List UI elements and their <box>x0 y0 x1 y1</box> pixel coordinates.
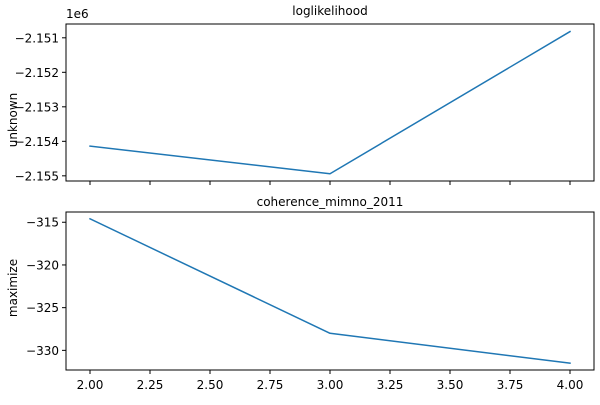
x-tick-label: 2.00 <box>77 378 104 392</box>
y-offset-label: 1e6 <box>66 7 89 21</box>
y-tick-label: −2.151 <box>15 31 59 45</box>
y-axis-label: maximize <box>6 259 20 317</box>
y-tick-label: −320 <box>26 258 59 272</box>
y-tick-label: −330 <box>26 344 59 358</box>
series-line <box>89 30 572 175</box>
y-tick-label: −315 <box>26 216 59 230</box>
y-tick-label: −2.155 <box>15 169 59 183</box>
loglikelihood-subplot: loglikelihood 1e6 unknown −2.155 −2.154 −2… <box>6 4 595 185</box>
y-tick-label: −2.153 <box>15 100 59 114</box>
y-axis-label: unknown <box>6 93 20 148</box>
x-tick-label: 3.00 <box>317 378 344 392</box>
y-tick-label: −325 <box>26 301 59 315</box>
subplot-title: loglikelihood <box>292 4 367 18</box>
coherence-subplot: coherence_mimno_2011 maximize −330 −325 −3… <box>6 195 595 392</box>
series-line <box>89 217 571 365</box>
y-tick-label: −2.154 <box>15 135 59 149</box>
x-tick-label: 3.75 <box>497 378 524 392</box>
x-tick-label: 4.00 <box>557 378 584 392</box>
x-tick-label: 2.50 <box>197 378 224 392</box>
x-tick-label: 2.75 <box>257 378 284 392</box>
x-tick-label: 2.25 <box>137 378 164 392</box>
x-tick-label: 3.50 <box>437 378 464 392</box>
subplot-title: coherence_mimno_2011 <box>257 195 404 209</box>
x-tick-label: 3.25 <box>377 378 404 392</box>
y-tick-label: −2.152 <box>15 66 59 80</box>
